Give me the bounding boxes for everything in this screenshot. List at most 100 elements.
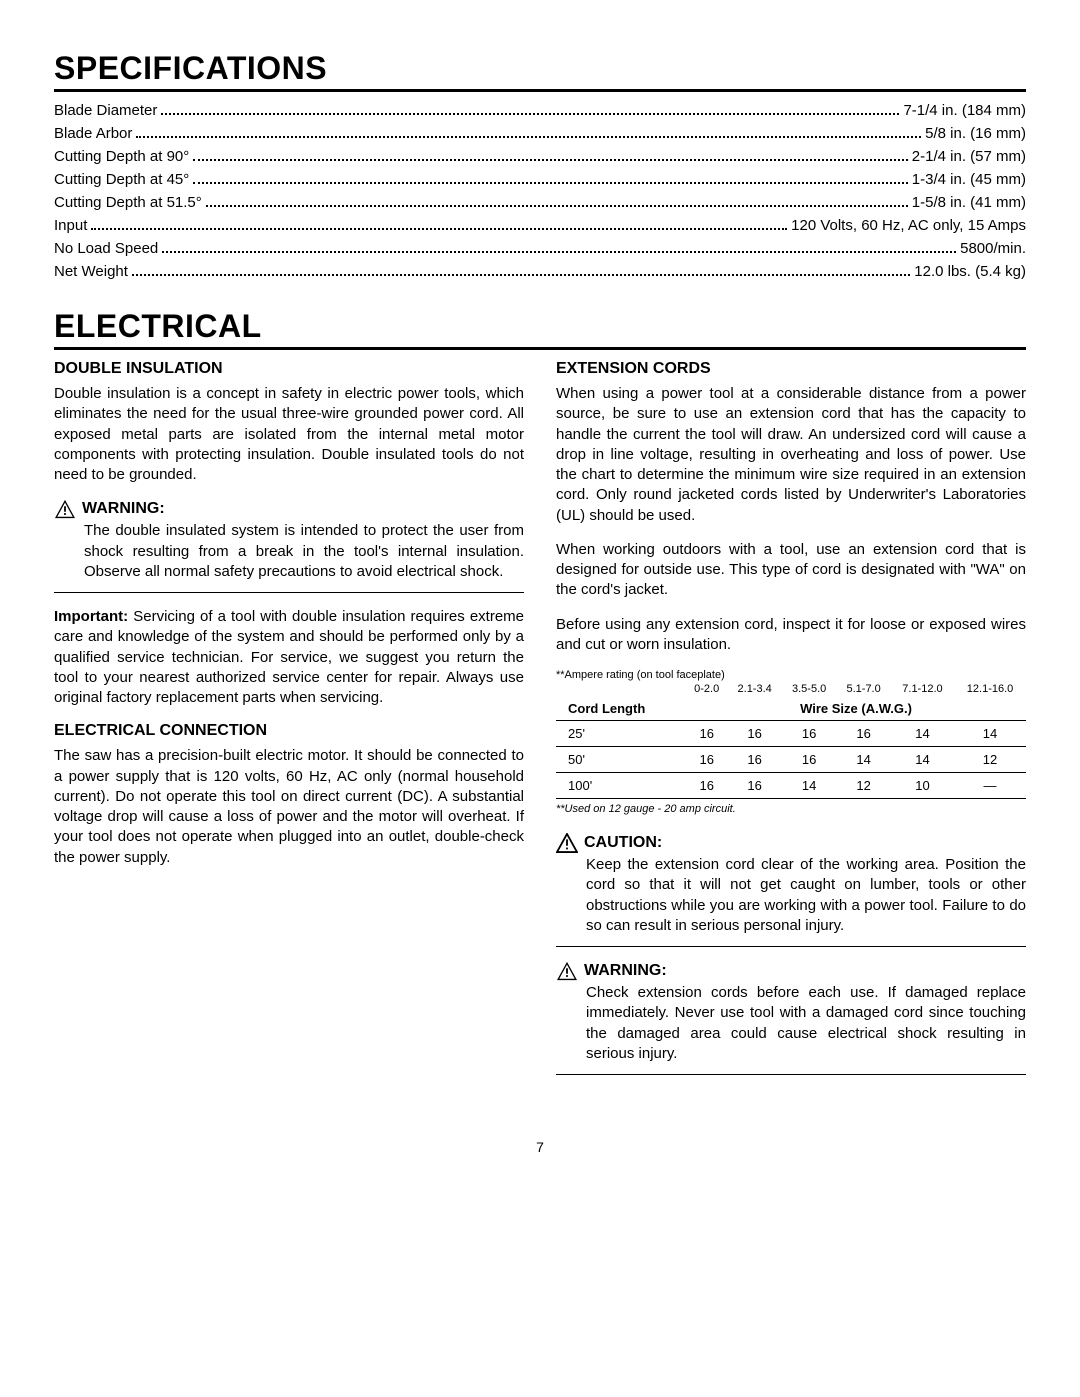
spec-dots — [161, 103, 899, 115]
amp-range: 0-2.0 — [686, 683, 727, 697]
amp-range: 2.1-3.4 — [727, 683, 781, 697]
spec-row: No Load Speed 5800/min. — [54, 240, 1026, 257]
spec-label: No Load Speed — [54, 240, 158, 257]
spec-value: 5/8 in. (16 mm) — [925, 125, 1026, 142]
table-note: **Ampere rating (on tool faceplate) — [556, 669, 1026, 681]
wire-size-cell: — — [954, 773, 1026, 799]
cord-length: 25' — [556, 721, 686, 747]
spec-label: Blade Diameter — [54, 102, 157, 119]
electrical-title: ELECTRICAL — [54, 308, 1026, 345]
table-row: 50'161616141412 — [556, 747, 1026, 773]
wire-size-cell: 16 — [782, 721, 836, 747]
warning-icon — [54, 499, 76, 519]
wire-size-cell: 14 — [836, 747, 890, 773]
rule — [54, 89, 1026, 92]
spec-row: Input 120 Volts, 60 Hz, AC only, 15 Amps — [54, 217, 1026, 234]
spec-dots — [132, 264, 910, 276]
wire-size-cell: 16 — [727, 721, 781, 747]
warning-label: WARNING: — [82, 500, 165, 518]
spec-label: Cutting Depth at 51.5° — [54, 194, 202, 211]
amp-range: 12.1-16.0 — [954, 683, 1026, 697]
warning-body: Check extension cords before each use. I… — [586, 983, 1026, 1064]
left-column: DOUBLE INSULATION Double insulation is a… — [54, 360, 524, 1089]
spec-row: Blade Diameter 7-1/4 in. (184 mm) — [54, 102, 1026, 119]
spec-value: 1-5/8 in. (41 mm) — [912, 194, 1026, 211]
wire-size-cell: 16 — [686, 721, 727, 747]
rule — [556, 946, 1026, 947]
spec-dots — [193, 172, 908, 184]
warning-body: The double insulated system is intended … — [84, 521, 524, 582]
electrical-connection-heading: ELECTRICAL CONNECTION — [54, 722, 524, 740]
extension-cords-p2: When working outdoors with a tool, use a… — [556, 540, 1026, 601]
wire-size-cell: 16 — [727, 747, 781, 773]
spec-list: Blade Diameter 7-1/4 in. (184 mm) Blade A… — [54, 102, 1026, 280]
caution-icon — [556, 833, 578, 853]
wire-size-cell: 12 — [836, 773, 890, 799]
spec-value: 2-1/4 in. (57 mm) — [912, 148, 1026, 165]
wire-size-cell: 14 — [954, 721, 1026, 747]
table-row: 100'1616141210— — [556, 773, 1026, 799]
wire-size-cell: 14 — [891, 721, 954, 747]
spec-value: 1-3/4 in. (45 mm) — [912, 171, 1026, 188]
warning-callout: WARNING: The double insulated system is … — [54, 499, 524, 582]
caution-callout: CAUTION: Keep the extension cord clear o… — [556, 833, 1026, 936]
right-column: EXTENSION CORDS When using a power tool … — [556, 360, 1026, 1089]
wire-size-cell: 10 — [891, 773, 954, 799]
extension-cords-p1: When using a power tool at a considerabl… — [556, 384, 1026, 526]
table-row: 25'161616161414 — [556, 721, 1026, 747]
spec-row: Cutting Depth at 51.5° 1-5/8 in. (41 mm) — [54, 194, 1026, 211]
caution-label: CAUTION: — [584, 834, 662, 852]
cord-table: 0-2.02.1-3.43.5-5.05.1-7.07.1-12.012.1-1… — [556, 683, 1026, 799]
cord-length: 50' — [556, 747, 686, 773]
wire-size-header: Wire Size (A.W.G.) — [686, 697, 1026, 721]
spec-row: Cutting Depth at 45° 1-3/4 in. (45 mm) — [54, 171, 1026, 188]
specifications-title: SPECIFICATIONS — [54, 50, 1026, 87]
warning-callout-2: WARNING: Check extension cords before ea… — [556, 961, 1026, 1064]
amp-range: 3.5-5.0 — [782, 683, 836, 697]
wire-size-cell: 16 — [686, 747, 727, 773]
wire-size-cell: 16 — [686, 773, 727, 799]
warning-icon — [556, 961, 578, 981]
wire-size-cell: 16 — [727, 773, 781, 799]
wire-size-cell: 16 — [782, 747, 836, 773]
amp-range: 5.1-7.0 — [836, 683, 890, 697]
spec-row: Cutting Depth at 90° 2-1/4 in. (57 mm) — [54, 148, 1026, 165]
spec-value: 120 Volts, 60 Hz, AC only, 15 Amps — [791, 217, 1026, 234]
double-insulation-heading: DOUBLE INSULATION — [54, 360, 524, 378]
spec-label: Cutting Depth at 90° — [54, 148, 189, 165]
table-footnote: **Used on 12 gauge - 20 amp circuit. — [556, 803, 1026, 815]
rule — [54, 592, 524, 593]
extension-cords-p3: Before using any extension cord, inspect… — [556, 615, 1026, 656]
page-number: 7 — [54, 1139, 1026, 1155]
spec-dots — [193, 149, 908, 161]
double-insulation-body: Double insulation is a concept in safety… — [54, 384, 524, 485]
spec-row: Blade Arbor 5/8 in. (16 mm) — [54, 125, 1026, 142]
spec-label: Net Weight — [54, 263, 128, 280]
spec-dots — [206, 195, 908, 207]
wire-size-cell: 16 — [836, 721, 890, 747]
spec-row: Net Weight 12.0 lbs. (5.4 kg) — [54, 263, 1026, 280]
electrical-connection-body: The saw has a precision-built electric m… — [54, 746, 524, 868]
spec-label: Input — [54, 217, 87, 234]
rule — [54, 347, 1026, 350]
cord-length: 100' — [556, 773, 686, 799]
amp-range: 7.1-12.0 — [891, 683, 954, 697]
wire-size-cell: 12 — [954, 747, 1026, 773]
two-column-layout: DOUBLE INSULATION Double insulation is a… — [54, 360, 1026, 1089]
important-paragraph: Important: Servicing of a tool with doub… — [54, 607, 524, 708]
spec-dots — [91, 218, 787, 230]
spec-label: Blade Arbor — [54, 125, 132, 142]
caution-body: Keep the extension cord clear of the wor… — [586, 855, 1026, 936]
extension-cords-heading: EXTENSION CORDS — [556, 360, 1026, 378]
spec-dots — [162, 241, 956, 253]
spec-value: 5800/min. — [960, 240, 1026, 257]
spec-dots — [136, 126, 921, 138]
rule — [556, 1074, 1026, 1075]
wire-size-cell: 14 — [782, 773, 836, 799]
spec-value: 7-1/4 in. (184 mm) — [903, 102, 1026, 119]
cord-length-header: Cord Length — [556, 697, 686, 721]
spec-label: Cutting Depth at 45° — [54, 171, 189, 188]
warning-label: WARNING: — [584, 962, 667, 980]
wire-size-cell: 14 — [891, 747, 954, 773]
spec-value: 12.0 lbs. (5.4 kg) — [914, 263, 1026, 280]
